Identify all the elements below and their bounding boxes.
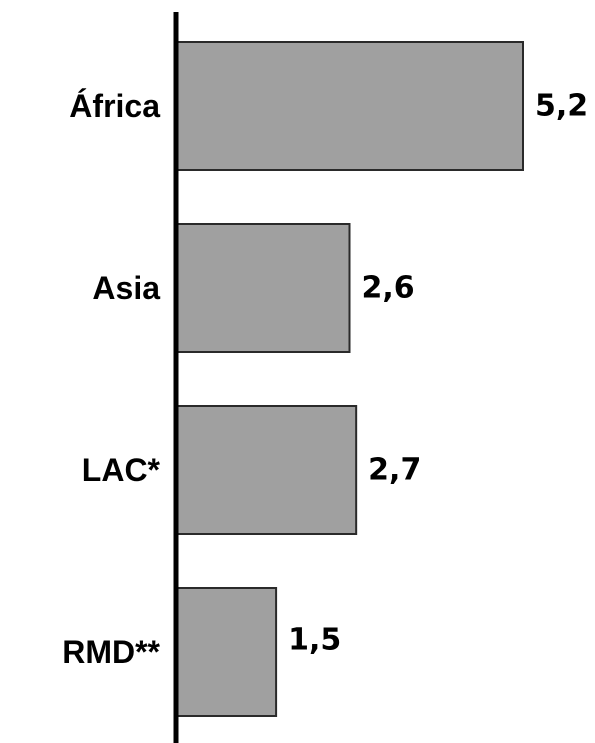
bars-layer <box>175 41 524 717</box>
value-label-africa: 5,2 <box>535 89 588 124</box>
value-label-asia: 2,6 <box>362 271 415 306</box>
category-label-asia: Asia <box>92 270 160 306</box>
category-label-rmd: RMD** <box>62 634 160 670</box>
value-label-rmd: 1,5 <box>288 623 341 658</box>
category-label-africa: África <box>69 88 160 124</box>
labels-layer: África 5,2 Asia 2,6 LAC* 2,7 RMD** 1,5 <box>62 88 588 670</box>
value-label-lac: 2,7 <box>368 453 421 488</box>
bar-asia <box>175 223 351 353</box>
bar-lac <box>175 405 358 535</box>
bar-rmd <box>175 587 278 717</box>
category-label-lac: LAC* <box>82 452 161 488</box>
bar-africa <box>175 41 524 171</box>
